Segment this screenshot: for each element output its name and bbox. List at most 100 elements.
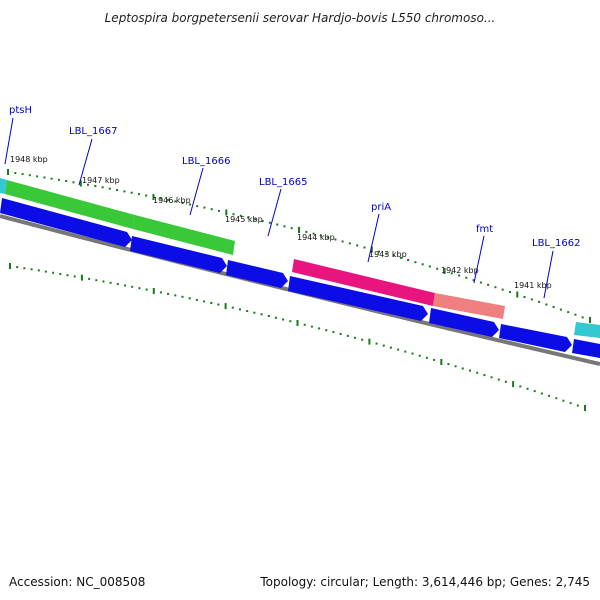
outer-major-tick — [7, 169, 9, 175]
outer-minor-tick — [210, 208, 213, 211]
outer-minor-tick — [290, 227, 293, 230]
gene-labels: ptsH LBL_1667 LBL_1666 LBL_1665 priA fmt… — [9, 105, 580, 249]
outer-minor-tick — [465, 276, 468, 279]
outer-minor-tick — [116, 189, 119, 191]
outer-minor-tick — [261, 220, 264, 222]
gene-label-fmt[interactable]: fmt — [476, 224, 493, 235]
cds-arrow-1[interactable] — [0, 198, 132, 247]
outer-minor-tick — [385, 252, 388, 255]
outer-minor-tick — [196, 205, 199, 208]
outer-minor-tick — [428, 265, 431, 268]
inner-minor-tick — [138, 287, 141, 290]
outer-minor-tick — [65, 180, 68, 182]
outer-minor-tick — [414, 261, 417, 264]
cds-arrow-2[interactable] — [130, 236, 227, 273]
outer-minor-tick — [458, 274, 461, 277]
outer-minor-tick — [523, 296, 526, 298]
outer-minor-tick — [283, 225, 286, 228]
cds-arrow-3[interactable] — [226, 260, 288, 288]
gene-label-priA[interactable]: priA — [371, 202, 391, 213]
outer-minor-tick — [276, 223, 279, 226]
outer-minor-tick — [50, 177, 53, 180]
inner-minor-tick — [519, 385, 522, 388]
outer-minor-tick — [436, 267, 439, 270]
gene-label-ptsH[interactable]: ptsH — [9, 105, 32, 116]
outer-minor-tick — [94, 185, 97, 187]
inner-minor-tick — [418, 354, 421, 357]
feature-priA[interactable] — [292, 259, 435, 306]
inner-minor-tick — [325, 329, 328, 332]
inner-minor-tick — [109, 281, 112, 284]
inner-minor-tick — [540, 392, 543, 395]
gene-label-LBL_1666[interactable]: LBL_1666 — [182, 156, 230, 167]
inner-major-tick — [80, 274, 83, 281]
outer-minor-tick — [407, 259, 410, 261]
inner-minor-tick — [102, 280, 105, 283]
outer-major-tick — [298, 227, 300, 233]
feature-cyan-right[interactable] — [574, 322, 600, 338]
outer-minor-tick — [487, 283, 490, 286]
outer-major-tick — [516, 291, 519, 298]
feature-ptsH[interactable] — [0, 178, 7, 194]
inner-tick-marks — [9, 263, 586, 411]
cds-arrow-5[interactable] — [429, 308, 499, 337]
outer-major-tick — [152, 194, 155, 200]
tick-label-1941: 1941 kbp — [514, 281, 552, 290]
outer-minor-tick — [545, 303, 548, 306]
cds-arrow-7[interactable] — [572, 339, 600, 358]
outer-minor-tick — [530, 298, 533, 301]
outer-minor-tick — [218, 209, 220, 212]
cds-arrow-4[interactable] — [288, 276, 428, 321]
outer-minor-tick — [552, 306, 555, 308]
inner-minor-tick — [116, 283, 119, 286]
gene-label-LBL_1662[interactable]: LBL_1662 — [532, 238, 580, 249]
feature-fmt[interactable] — [433, 293, 505, 319]
inner-major-tick — [9, 263, 11, 269]
inner-minor-tick — [469, 369, 471, 372]
inner-minor-tick — [303, 323, 306, 326]
outer-minor-tick — [145, 194, 148, 197]
outer-minor-tick — [167, 198, 170, 201]
outer-minor-tick — [72, 181, 75, 184]
inner-minor-tick — [30, 268, 33, 271]
inner-minor-tick — [37, 269, 40, 272]
inner-minor-tick — [497, 378, 500, 381]
cds-arrow-6[interactable] — [499, 324, 572, 352]
outer-minor-tick — [57, 178, 60, 181]
outer-minor-tick — [108, 187, 111, 190]
outer-minor-tick — [254, 218, 257, 221]
gene-label-LBL_1667[interactable]: LBL_1667 — [69, 126, 117, 137]
outer-minor-tick — [479, 281, 482, 284]
inner-minor-tick — [231, 306, 234, 309]
outer-minor-tick — [450, 272, 453, 275]
inner-minor-tick — [526, 387, 529, 390]
inner-minor-tick — [382, 344, 385, 347]
inner-minor-tick — [181, 295, 184, 298]
inner-minor-tick — [44, 270, 47, 273]
inner-minor-tick — [397, 348, 400, 351]
outer-minor-tick — [138, 193, 140, 196]
inner-minor-tick — [389, 346, 392, 349]
outer-minor-tick — [341, 240, 344, 243]
leader-LBL_1665 — [267, 188, 282, 237]
feature-LBL_1667[interactable] — [5, 180, 135, 229]
inner-minor-tick — [339, 333, 342, 335]
inner-minor-tick — [88, 277, 91, 280]
inner-minor-tick — [145, 288, 148, 291]
inner-minor-tick — [131, 285, 134, 288]
map-title: Leptospira borgpetersenii serovar Hardjo… — [105, 11, 496, 25]
inner-major-tick — [512, 381, 515, 388]
inner-minor-tick — [246, 310, 249, 312]
leader-LBL_1666 — [189, 167, 204, 216]
outer-minor-tick — [501, 288, 504, 291]
feature-LBL_1666[interactable] — [133, 215, 235, 255]
inner-minor-tick — [167, 292, 170, 295]
tick-label-1944: 1944 kbp — [297, 233, 335, 242]
outer-minor-tick — [159, 197, 162, 200]
gene-label-LBL_1665[interactable]: LBL_1665 — [259, 177, 307, 188]
tick-label-1947: 1947 kbp — [82, 176, 120, 185]
inner-minor-tick — [195, 298, 198, 301]
inner-minor-tick — [23, 267, 26, 270]
leader-LBL_1662 — [543, 250, 554, 299]
inner-major-tick — [440, 359, 443, 365]
